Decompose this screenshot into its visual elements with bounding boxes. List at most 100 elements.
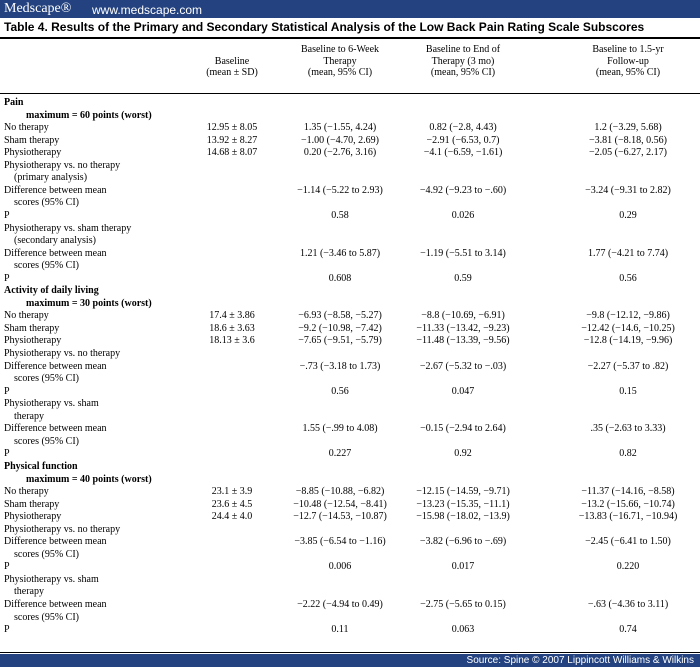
cell: 0.006 <box>328 561 352 573</box>
header-bar: Medscape® www.medscape.com <box>0 0 700 18</box>
url: www.medscape.com <box>92 3 203 17</box>
cell: 0.92 <box>454 448 472 460</box>
header-line: (mean, 95% CI) <box>430 67 496 78</box>
row-label: Physiotherapy vs. sham <box>4 573 99 585</box>
row-label: Physiotherapy vs. sham therapy <box>4 222 132 234</box>
table-title: Table 4. Results of the Primary and Seco… <box>4 20 645 34</box>
row-label: P <box>4 385 10 397</box>
cell: −9.2 (−10.98, −7.42) <box>298 322 382 334</box>
row-label: Physiotherapy vs. sham <box>4 398 99 410</box>
cell: 17.4 ± 3.86 <box>209 310 255 322</box>
cell: −4.92 (−9.23 to −.60) <box>419 184 507 196</box>
cell: 1.35 (−1.55, 4.24) <box>303 122 377 134</box>
section-subtitle: maximum = 30 points (worst) <box>26 297 152 309</box>
cell: 1.2 (−3.29, 5.68) <box>594 122 662 134</box>
row-label: P <box>4 448 10 460</box>
row-label: Physiotherapy vs. no therapy <box>4 523 121 535</box>
rule <box>0 93 700 94</box>
row-label: No therapy <box>4 310 49 322</box>
cell: 0.227 <box>328 448 352 460</box>
cell: −11.33 (−13.42, −9.23) <box>416 322 510 334</box>
source: Source: Spine © 2007 Lippincott Williams… <box>466 655 694 666</box>
row-label: (secondary analysis) <box>14 235 96 247</box>
cell: .35 (−2.63 to 3.33) <box>590 423 666 435</box>
cell: −8.8 (−10.69, −6.91) <box>421 310 505 322</box>
cell: 0.047 <box>451 385 475 397</box>
cell: −2.27 (−5.37 to .82) <box>587 360 669 372</box>
cell: 0.59 <box>454 272 472 284</box>
row-label: Difference between mean <box>4 360 107 372</box>
column-header: Baseline to 1.5-yr Follow-up (mean, 95% CI… <box>558 44 698 79</box>
cell: 23.1 ± 3.9 <box>211 486 253 498</box>
cell: −12.7 (−14.53, −10.87) <box>293 511 387 523</box>
cell: 0.220 <box>616 561 640 573</box>
row-label: scores (95% CI) <box>14 435 79 447</box>
cell: −2.45 (−6.41 to 1.50) <box>585 536 671 548</box>
cell: −4.1 (−6.59, −1.61) <box>423 147 503 159</box>
rule <box>0 652 700 653</box>
cell: −3.24 (−9.31 to 2.82) <box>585 184 671 196</box>
cell: −1.19 (−5.51 to 3.14) <box>420 247 506 259</box>
cell: −2.05 (−6.27, 2.17) <box>589 147 667 159</box>
cell: −7.65 (−9.51, −5.79) <box>298 335 382 347</box>
cell: −1.14 (−5.22 to 2.93) <box>297 184 383 196</box>
row-label: scores (95% CI) <box>14 260 79 272</box>
row-label: No therapy <box>4 486 49 498</box>
cell: 13.92 ± 8.27 <box>206 134 258 146</box>
header-line: Baseline to 1.5-yr <box>592 44 664 55</box>
row-label: scores (95% CI) <box>14 197 79 209</box>
section-title: Pain <box>4 97 24 108</box>
row-label: scores (95% CI) <box>14 373 79 385</box>
header-line: Therapy <box>323 55 357 67</box>
cell: 0.74 <box>619 624 637 636</box>
row-label: therapy <box>14 410 44 422</box>
row-label: therapy <box>14 586 44 598</box>
cell: −12.15 (−14.59, −9.71) <box>416 486 510 498</box>
row-label: No therapy <box>4 122 49 134</box>
cell: 0.29 <box>619 209 637 221</box>
cell: 24.4 ± 4.0 <box>211 511 253 523</box>
cell: −6.93 (−8.58, −5.27) <box>298 310 382 322</box>
cell: −8.85 (−10.88, −6.82) <box>295 486 385 498</box>
row-label: Physiotherapy <box>4 335 62 347</box>
header-line: Follow-up <box>607 55 649 67</box>
cell: −.63 (−4.36 to 3.11) <box>587 599 669 610</box>
section-subtitle: maximum = 60 points (worst) <box>26 109 152 121</box>
header-line: Baseline <box>214 55 250 67</box>
cell: −0.15 (−2.94 to 2.64) <box>420 423 506 435</box>
rule <box>0 37 700 39</box>
column-header: Baseline (mean ± SD) <box>177 56 287 79</box>
cell: 12.95 ± 8.05 <box>206 122 258 134</box>
row-label: (primary analysis) <box>14 172 88 184</box>
cell: 0.56 <box>331 385 349 397</box>
row-label: Difference between mean <box>4 247 107 259</box>
cell: −2.67 (−5.32 to −.03) <box>419 360 507 372</box>
row-label: Sham therapy <box>4 322 60 334</box>
row-label: Sham therapy <box>4 134 60 146</box>
cell: 0.15 <box>619 385 637 397</box>
footer-bar: Source: Spine © 2007 Lippincott Williams… <box>0 654 700 667</box>
section-title: Physical function <box>4 460 78 472</box>
header-line: Baseline to 6-Week <box>300 44 380 55</box>
cell: −9.8 (−12.12, −9.86) <box>586 310 670 322</box>
header-line: Baseline to End of <box>425 44 501 55</box>
row-label: P <box>4 561 10 573</box>
cell: −13.23 (−15.35, −11.1) <box>416 498 510 510</box>
cell: 0.20 (−2.76, 3.16) <box>303 147 377 159</box>
cell: −1.00 (−4.70, 2.69) <box>301 134 379 146</box>
row-label: Physiotherapy <box>4 147 62 159</box>
cell: 0.58 <box>331 209 349 221</box>
row-label: P <box>4 209 10 221</box>
header-line: Therapy (3 mo) <box>431 55 495 67</box>
cell: −2.75 (−5.65 to 0.15) <box>420 599 506 610</box>
row-label: P <box>4 272 10 284</box>
section-title: Activity of daily living <box>4 285 99 297</box>
header-line: (mean, 95% CI) <box>595 67 661 78</box>
cell: −13.83 (−16.71, −10.94) <box>578 511 678 523</box>
cell: −.73 (−3.18 to 1.73) <box>299 360 381 372</box>
row-label: Sham therapy <box>4 498 60 510</box>
cell: 0.82 (−2.8, 4.43) <box>429 122 497 134</box>
row-label: Physiotherapy vs. no therapy <box>4 348 121 359</box>
row-label: Physiotherapy <box>4 511 62 523</box>
